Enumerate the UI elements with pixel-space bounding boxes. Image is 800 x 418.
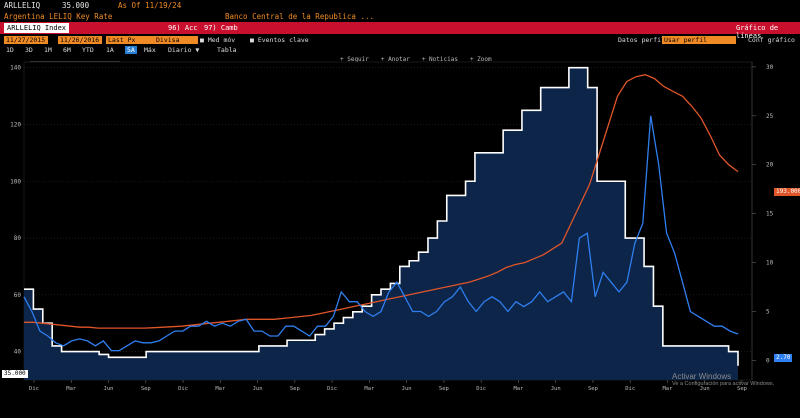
price-field-select[interactable]: Last Px	[106, 36, 154, 44]
chart-tools: + Seguir + Anotar + Noticias + Zoom	[340, 56, 504, 63]
period-button[interactable]: YTD	[82, 46, 94, 54]
watermark-title: Activar Windows	[672, 372, 732, 381]
left-axis-tick: 40	[14, 349, 22, 356]
start-date-field[interactable]: 11/27/2015	[4, 36, 48, 44]
x-axis-tick: Sep	[588, 386, 598, 392]
left-axis-tick: 60	[14, 292, 22, 299]
description-row: Argentina LELIQ Key Rate Banco Central d…	[0, 11, 800, 21]
right-axis-tick: 5	[766, 309, 770, 316]
change-menu[interactable]: 97) Camb	[204, 24, 238, 32]
security-source: Banco Central de la Republica ...	[225, 12, 375, 21]
chart-type-title: Gráfico de líneas	[736, 24, 779, 40]
windows-watermark: Activar Windows Ve a Configuración para …	[672, 372, 774, 387]
controls-row: 11/27/2015 11/26/2016 Last Px Divisa loc…	[0, 35, 800, 52]
period-button[interactable]: 1M	[44, 46, 52, 54]
right-axis-tick: 20	[766, 162, 774, 169]
x-axis-tick: Jun	[551, 386, 561, 392]
period-button[interactable]: 5A	[125, 46, 137, 54]
cpi-mom-line	[23, 115, 739, 352]
data-profile-select[interactable]: Usar perfil	[662, 36, 736, 44]
right-axis-tick: 25	[766, 113, 774, 120]
period-button[interactable]: 1D	[6, 46, 14, 54]
chart-tool-button[interactable]: + Anotar	[380, 56, 410, 63]
chart-tool-button[interactable]: + Seguir	[340, 56, 369, 63]
leliq-area	[24, 67, 738, 380]
left-value-badge: 35.000	[2, 370, 28, 378]
chart-tool-button[interactable]: + Noticias	[421, 56, 458, 63]
x-axis-tick: Sep	[141, 386, 151, 392]
line-chart[interactable]: 40 60 80 100 120 140 0 5 10 15 20 25 30 Dic Mar Jun Sep D…	[0, 54, 800, 418]
end-date-field[interactable]: 11/26/2016	[58, 36, 102, 44]
period-button[interactable]: Diario ▼	[168, 46, 200, 54]
left-axis-tick: 100	[10, 178, 21, 185]
key-events-label: Eventos clave	[257, 36, 309, 44]
x-axis-tick: Dic	[29, 386, 39, 392]
x-axis-tick: Mar	[66, 386, 77, 392]
right-axis-tick: 30	[766, 64, 774, 71]
x-axis-tick: Jun	[700, 386, 710, 392]
blue-value-badge: 2.70	[774, 354, 793, 362]
right-axis-tick: 15	[766, 211, 774, 218]
checkbox-icon: ■	[200, 36, 208, 44]
title-row: ARLLELIQ 35.000 As Of 11/19/24	[0, 0, 800, 10]
leliq-line	[24, 66, 739, 366]
checkbox-icon: ■	[250, 36, 258, 44]
last-value: 35.000	[62, 1, 90, 10]
actions-menu[interactable]: 96) Acc	[168, 24, 198, 32]
x-axis-tick: Dic	[327, 386, 337, 392]
x-axis-tick: Dic	[178, 386, 188, 392]
security-name: Argentina LELIQ Key Rate	[4, 12, 113, 21]
x-axis-tick: Sep	[737, 386, 747, 392]
right-axis-tick: 0	[766, 357, 770, 364]
x-axis-tick: Sep	[290, 386, 300, 392]
graph-settings-button[interactable]: Conf gráfico	[748, 36, 795, 44]
data-profile-label: Datos perfil	[618, 36, 665, 44]
chart-tool-button[interactable]: + Zoom	[469, 56, 492, 63]
key-events-toggle[interactable]: ■ Eventos clave	[250, 36, 309, 44]
x-axis-tick: Jun	[402, 386, 412, 392]
moving-average-toggle[interactable]: ■ Med móv	[200, 36, 235, 44]
x-axis-tick: Dic	[625, 386, 635, 392]
x-axis-tick: Jun	[253, 386, 263, 392]
left-axis-tick: 120	[10, 121, 21, 128]
left-axis-tick: 140	[10, 65, 21, 72]
period-button[interactable]: Tabla	[217, 46, 237, 54]
x-axis-tick: Sep	[439, 386, 449, 392]
right-axis-tick: 10	[766, 260, 774, 267]
as-of-date: As Of 11/19/24	[118, 1, 182, 10]
x-axis-tick: Dic	[476, 386, 486, 392]
period-bar: 1D 3D 1M 6M YTD 1A 5A Máx Diario ▼ Tabla	[0, 45, 800, 54]
period-button[interactable]: 1A	[106, 46, 114, 54]
currency-select[interactable]: Divisa local	[154, 36, 198, 52]
period-button[interactable]: Máx	[144, 46, 156, 54]
left-axis-tick: 80	[14, 235, 22, 242]
period-button[interactable]: 3D	[25, 46, 33, 54]
moving-average-label: Med móv	[207, 36, 236, 44]
x-axis-tick: Mar	[215, 386, 226, 392]
x-axis-tick: Mar	[364, 386, 375, 392]
watermark-subtitle: Ve a Configuración para activar Windows.	[672, 381, 775, 387]
x-axis-tick: Jun	[104, 386, 114, 392]
function-bar: ARLLELIQ Index 96) Acc 97) Camb Gráfico …	[0, 22, 800, 40]
x-axis-tick: Mar	[663, 386, 674, 392]
period-button[interactable]: 6M	[63, 46, 71, 54]
orange-value-badge: 193.000	[774, 188, 800, 196]
cpi-yoy-line	[24, 74, 739, 329]
security-field[interactable]: ARLLELIQ Index	[4, 23, 70, 33]
ticker[interactable]: ARLLELIQ	[4, 1, 41, 10]
x-axis-tick: Mar	[513, 386, 524, 392]
